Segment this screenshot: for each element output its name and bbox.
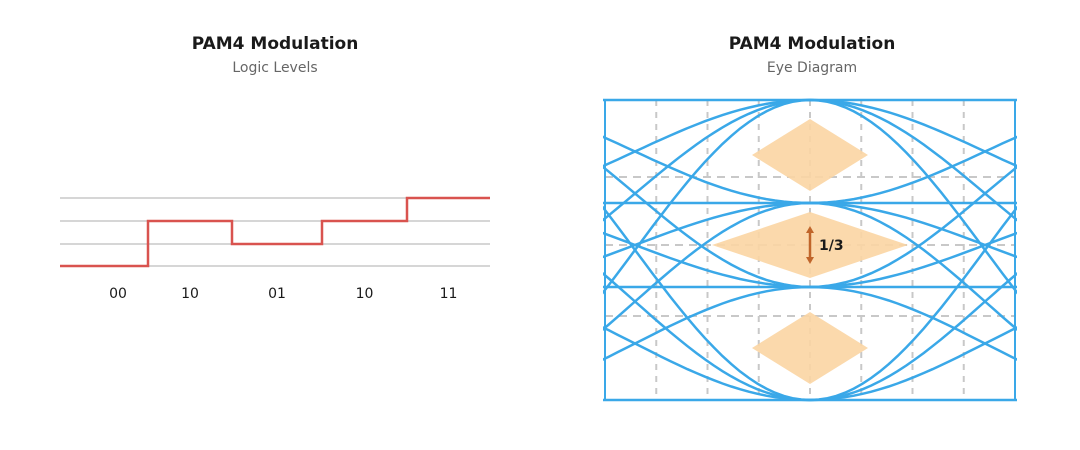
symbol-label: 10 (356, 286, 374, 302)
eye-trace (809, 326, 1017, 402)
symbol-label: 00 (109, 286, 127, 302)
eye-opening (752, 312, 868, 384)
eye-traces (603, 98, 1017, 402)
arrow-up-icon (806, 226, 814, 233)
eye-opening-label: 1/3 (819, 238, 844, 254)
eye-opening (752, 119, 868, 191)
signal-line (60, 196, 490, 268)
symbol-label: 01 (268, 286, 286, 302)
eye-trace (809, 272, 1017, 402)
eye-trace (809, 205, 1017, 402)
symbol-label: 11 (440, 286, 458, 302)
eye-trace (603, 285, 811, 361)
left-title: PAM4 Modulation (191, 34, 359, 54)
arrow-down-icon (806, 257, 814, 264)
eye-trace (603, 98, 811, 222)
right-subtitle: Eye Diagram (766, 60, 858, 76)
left-subtitle: Logic Levels (232, 60, 318, 76)
eye-trace (603, 98, 811, 295)
eye-trace (603, 98, 811, 168)
right-title: PAM4 Modulation (728, 34, 896, 54)
eye-trace (809, 231, 1017, 289)
eye-trace (809, 135, 1017, 205)
eye-trace (603, 201, 811, 332)
symbol-label: 10 (181, 286, 199, 302)
eye-trace (603, 201, 811, 259)
eye-trace (809, 165, 1017, 289)
